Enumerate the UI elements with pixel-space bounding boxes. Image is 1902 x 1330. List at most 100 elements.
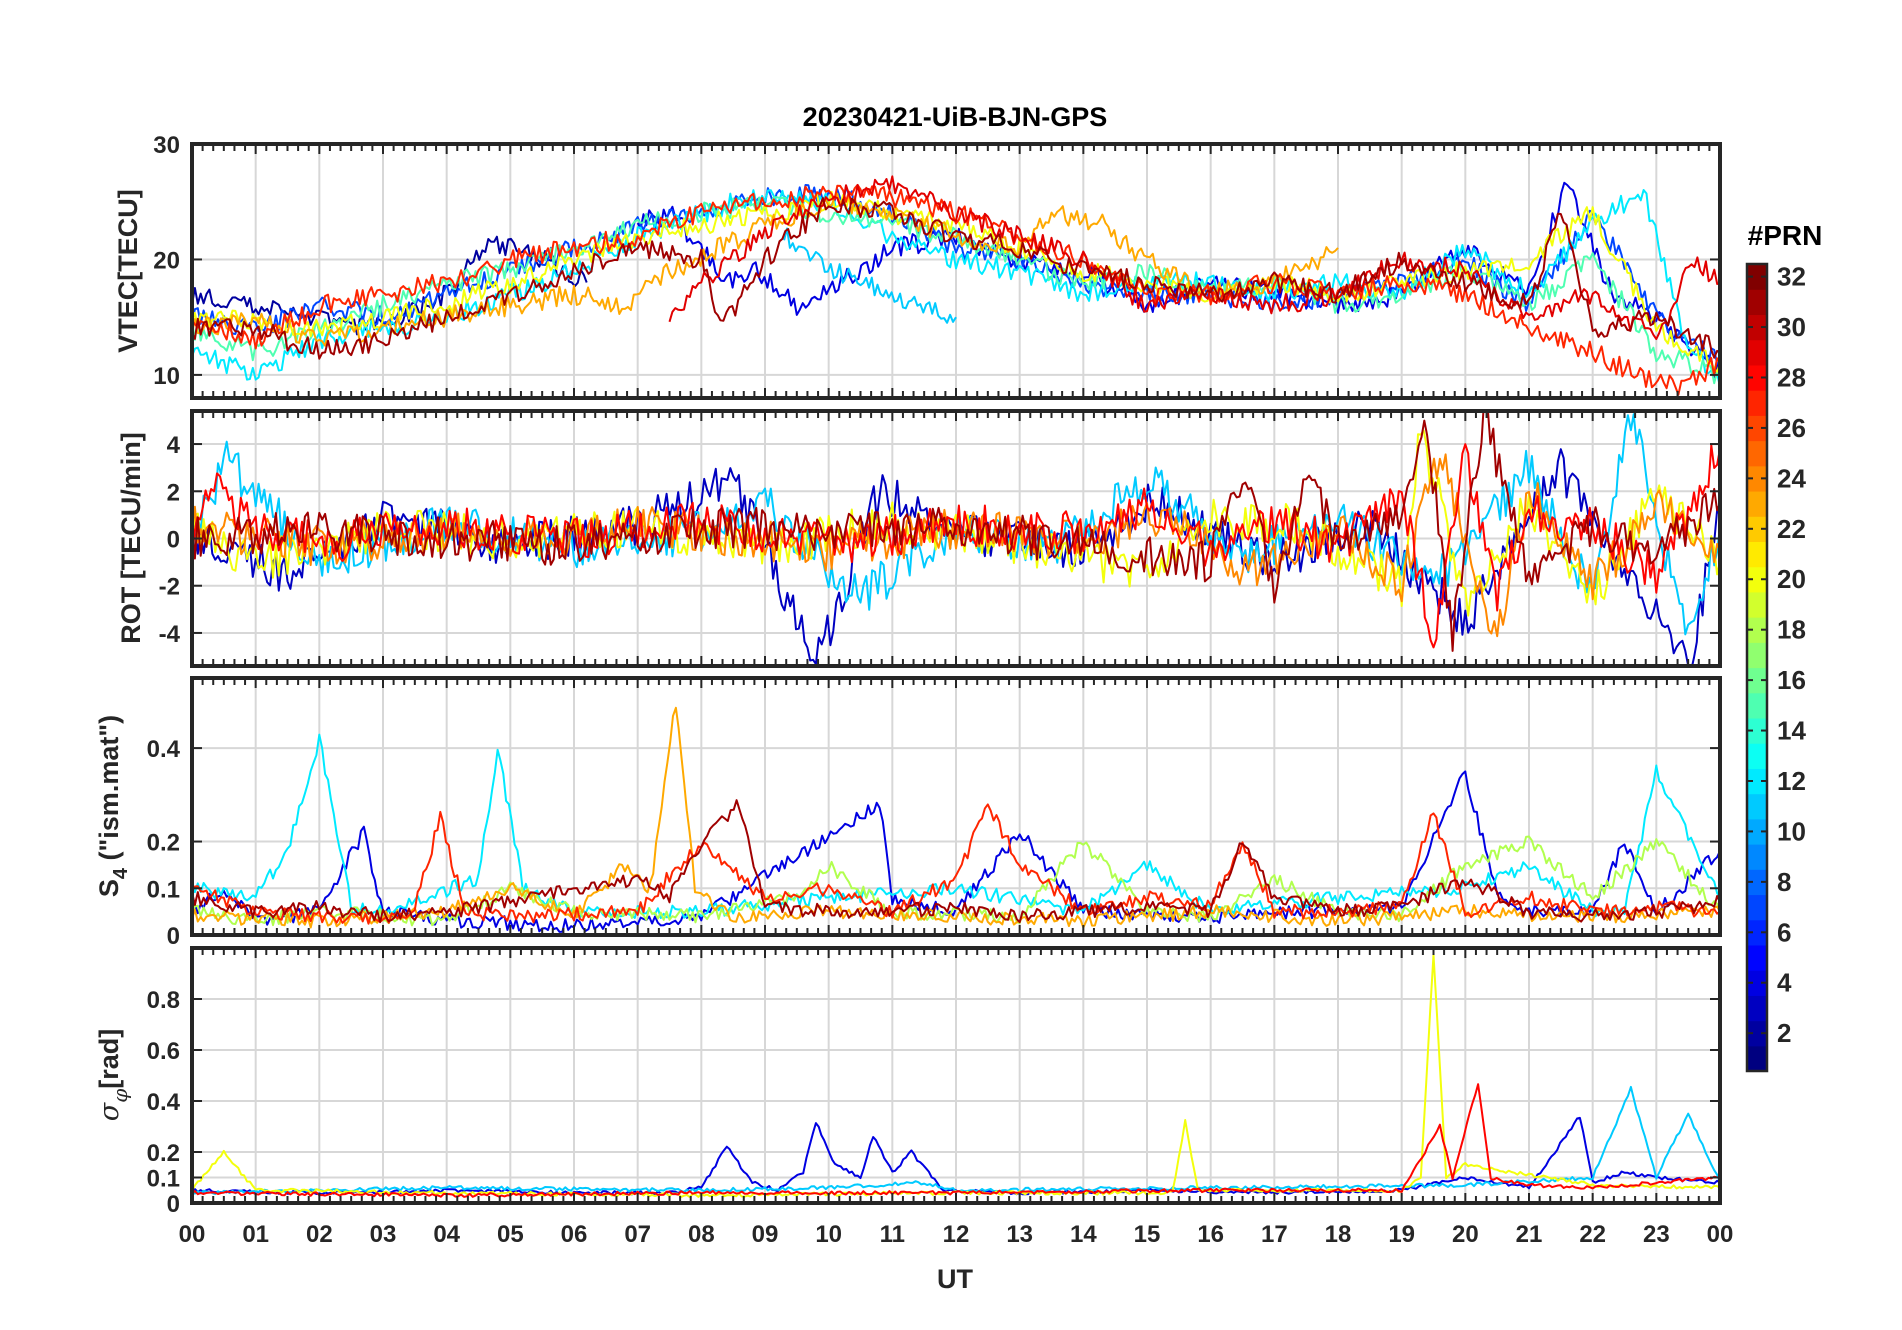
colorbar-tick-label: 12 [1777,766,1806,796]
y-tick-label: 0.6 [147,1038,180,1065]
grid-s4 [191,678,1721,936]
x-tick-label: 21 [1516,1221,1543,1248]
colorbar-frame [1745,262,1769,1073]
colorbar-segment [1747,339,1767,366]
colorbar-segment [1747,415,1767,442]
colorbar-tick-label: 10 [1777,816,1806,846]
series-group-vtec [192,175,1720,396]
series-line-prn-20 [192,429,1720,617]
panel-s4: 0 0.1 0.2 0.4 S4 ("ism.mat") [94,676,1722,950]
colorbar-segment [1747,541,1767,568]
y-tick-label: 0 [167,527,180,554]
colorbar-tick-label: 8 [1777,867,1791,897]
x-tick-label: 19 [1388,1221,1415,1248]
colorbar-label: #PRN [1748,220,1823,251]
y-tick-label: 20 [153,247,180,274]
colorbar-segment [1747,970,1767,996]
series-group-rot [192,411,1720,666]
grid-sigma [191,948,1721,1204]
colorbar-segment [1747,919,1767,946]
x-tick-label: 00 [179,1221,206,1248]
colorbar-tick-label: 14 [1777,716,1806,746]
panel-sigma: 00.10.2 0.4 0.6 0.8 σφ[rad] 00 01 02 03 04 05 06 07 0… [94,946,1734,1248]
x-ticks-sigma [191,948,1721,1204]
y-tick-label: 0.4 [147,736,181,763]
x-tick-label: 14 [1070,1221,1097,1248]
y-axis-label: ROT [TECU/min] [116,432,146,643]
colorbar-tick-label: 28 [1777,362,1806,392]
series-line-prn-27 [192,803,1720,925]
x-tick-label: 00 [1707,1221,1734,1248]
colorbar-tick-label: 26 [1777,413,1806,443]
y-axis-label: VTEC[TECU] [113,189,143,353]
colorbar-segment [1747,717,1767,744]
colorbar-segment [1747,490,1767,517]
y-tick-label: 0 [167,1191,180,1218]
x-tick-label: 07 [624,1221,651,1248]
colorbar-segment [1747,768,1767,795]
colorbar-tick-label: 32 [1777,262,1806,292]
colorbar-segment [1747,390,1767,416]
series-line-prn-31 [192,197,1720,360]
x-tick-label: 03 [370,1221,397,1248]
y-tick-label: 30 [153,132,180,159]
colorbar-segment [1747,844,1767,870]
colorbar-segment [1747,465,1767,492]
y-tick-label: -4 [159,621,181,648]
x-tick-label: 22 [1579,1221,1606,1248]
y-axis-label: S4 ("ism.mat") [94,715,132,897]
x-tick-label: 16 [1197,1221,1224,1248]
x-axis-label: UT [937,1264,973,1294]
colorbar-tick-label: 2 [1777,1018,1791,1048]
colorbar-tick-label: 24 [1777,463,1806,493]
x-tick-label: 09 [752,1221,779,1248]
x-tick-label: 06 [561,1221,588,1248]
x-tick-label: 04 [433,1221,460,1248]
x-tick-label: 12 [943,1221,970,1248]
series-line-prn-12 [192,733,1720,920]
y-tick-label: 0.2 [147,830,180,857]
x-tick-label: 20 [1452,1221,1479,1248]
series-line-prn-31 [192,411,1720,652]
colorbar-segment [1747,591,1767,618]
colorbar-tick-label: 4 [1777,968,1792,998]
colorbar-tick-label: 18 [1777,615,1806,645]
colorbar-segment [1747,944,1767,971]
series-line-prn-29 [668,175,1720,341]
colorbar-segment [1747,667,1767,694]
chart-title: 20230421-UiB-BJN-GPS [803,102,1108,132]
colorbar-segment [1747,314,1767,341]
series-line-prn-24 [192,453,1720,638]
y-tick-label: 0.2 [147,1140,180,1167]
x-tick-label: 10 [815,1221,842,1248]
series-line-prn-12 [192,189,1720,387]
colorbar-tick-label: 6 [1777,917,1791,947]
series-line-prn-23 [192,192,1339,347]
x-tick-label: 02 [306,1221,333,1248]
x-tick-label: 08 [688,1221,715,1248]
x-tick-label: 05 [497,1221,524,1248]
colorbar-segment [1747,743,1767,769]
series-line-prn-11 [783,227,957,324]
colorbar-tick-label: 16 [1777,665,1806,695]
colorbar-segment [1747,516,1767,543]
colorbar-segment [1747,289,1767,316]
colorbar-tick-label: 20 [1777,564,1806,594]
colorbar-segment [1747,566,1767,593]
colorbar-segment [1747,692,1767,719]
series-group-s4 [192,706,1720,933]
x-tick-label: 17 [1261,1221,1288,1248]
colorbar-segment [1747,642,1767,669]
x-tick-label: 15 [1134,1221,1161,1248]
x-tick-label: 13 [1006,1221,1033,1248]
colorbar-segment [1747,818,1767,845]
y-tick-label: 2 [167,479,180,506]
x-tick-label: 11 [880,1221,905,1248]
x-ticks-s4 [191,678,1721,936]
colorbar-tick-label: 22 [1777,514,1806,544]
colorbar-segment [1747,264,1767,290]
colorbar-segment [1747,894,1767,921]
y-tick-label: 0.4 [147,1089,181,1116]
